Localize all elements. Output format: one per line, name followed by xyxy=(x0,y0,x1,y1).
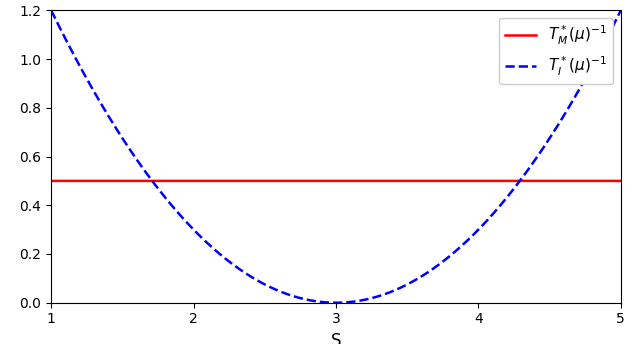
$T_M^*(\mu)^{-1}$ xyxy=(496,179,504,183)
$T_M^*(\mu)^{-1}$ xyxy=(600,179,608,183)
$T_I^*(\mu)^{-1}$ xyxy=(324,300,332,304)
$T_M^*(\mu)^{-1}$ xyxy=(47,179,55,183)
$T_I^*(\mu)^{-1}$ xyxy=(47,8,55,12)
$T_I^*(\mu)^{-1}$ xyxy=(601,41,609,45)
$T_M^*(\mu)^{-1}$ xyxy=(309,179,317,183)
$T_I^*(\mu)^{-1}$ xyxy=(332,301,340,305)
$T_I^*(\mu)^{-1}$ xyxy=(76,65,84,69)
X-axis label: S: S xyxy=(331,332,341,344)
$T_M^*(\mu)^{-1}$ xyxy=(324,179,332,183)
$T_I^*(\mu)^{-1}$ xyxy=(309,299,317,303)
$T_M^*(\mu)^{-1}$ xyxy=(76,179,84,183)
$T_M^*(\mu)^{-1}$ xyxy=(600,179,608,183)
Line: $T_I^*(\mu)^{-1}$: $T_I^*(\mu)^{-1}$ xyxy=(51,10,621,303)
Legend: $T_M^*(\mu)^{-1}$, $T_I^*(\mu)^{-1}$: $T_M^*(\mu)^{-1}$, $T_I^*(\mu)^{-1}$ xyxy=(499,18,613,84)
$T_M^*(\mu)^{-1}$ xyxy=(617,179,625,183)
$T_I^*(\mu)^{-1}$ xyxy=(617,8,625,12)
$T_I^*(\mu)^{-1}$ xyxy=(496,204,504,208)
$T_I^*(\mu)^{-1}$ xyxy=(600,41,608,45)
